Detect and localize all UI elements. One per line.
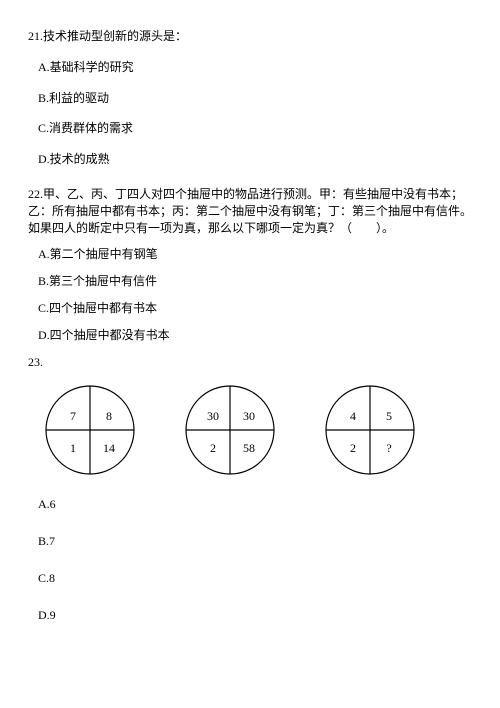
circle-icon xyxy=(44,384,136,476)
cell-br: 58 xyxy=(234,440,264,457)
q23-option-d: D.9 xyxy=(38,607,472,624)
q21-stem: 21.技术推动型创新的源头是： xyxy=(28,28,472,45)
cell-bl: 1 xyxy=(58,440,88,457)
cell-tr: 5 xyxy=(374,408,404,425)
cell-tl: 4 xyxy=(338,408,368,425)
q21-option-d: D.技术的成熟 xyxy=(38,151,472,168)
q22-option-d: D.四个抽屉中都没有书本 xyxy=(38,327,472,344)
cell-tr: 30 xyxy=(234,408,264,425)
cell-tl: 30 xyxy=(198,408,228,425)
cell-tl: 7 xyxy=(58,408,88,425)
cell-br: ? xyxy=(374,440,404,457)
cell-bl: 2 xyxy=(338,440,368,457)
q23-option-c: C.8 xyxy=(38,570,472,587)
q23-circle-3: 4 5 2 ? xyxy=(324,384,416,476)
q21-option-c: C.消费群体的需求 xyxy=(38,120,472,137)
q21-option-a: A.基础科学的研究 xyxy=(38,59,472,76)
cell-bl: 2 xyxy=(198,440,228,457)
q23-option-b: B.7 xyxy=(38,533,472,550)
q22-stem: 22.甲、乙、丙、丁四人对四个抽屉中的物品进行预测。甲：有些抽屉中没有书本；乙：… xyxy=(28,186,472,236)
q23-option-a: A.6 xyxy=(38,496,472,513)
q22-option-a: A.第二个抽屉中有钢笔 xyxy=(38,246,472,263)
cell-tr: 8 xyxy=(94,408,124,425)
q22-option-b: B.第三个抽屉中有信件 xyxy=(38,273,472,290)
q23-label: 23. xyxy=(28,354,472,371)
cell-br: 14 xyxy=(94,440,124,457)
q22-option-c: C.四个抽屉中都有书本 xyxy=(38,300,472,317)
q21-option-b: B.利益的驱动 xyxy=(38,90,472,107)
circle-icon xyxy=(324,384,416,476)
circle-icon xyxy=(184,384,276,476)
q23-circles-row: 7 8 1 14 30 30 2 58 4 5 2 ? xyxy=(44,384,472,476)
q23-circle-2: 30 30 2 58 xyxy=(184,384,276,476)
q23-circle-1: 7 8 1 14 xyxy=(44,384,136,476)
